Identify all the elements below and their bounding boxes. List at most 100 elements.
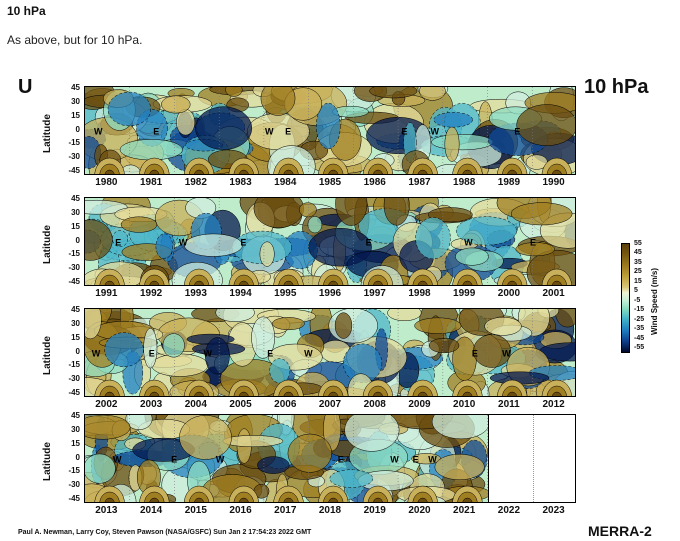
wind-contour: [85, 309, 102, 340]
colorbar-tick-label: -45: [634, 334, 645, 342]
polar-jet-contour: [283, 280, 294, 285]
wind-contour: [515, 242, 555, 257]
polar-jet-contour: [417, 169, 428, 174]
phase-marker: E: [530, 238, 536, 248]
wind-contour: [205, 337, 230, 375]
wind-contour: [455, 216, 517, 246]
wind-contour: [269, 358, 291, 384]
polar-jet-contour: [233, 274, 254, 285]
wind-contour: [257, 456, 290, 474]
year-label: 2001: [542, 288, 565, 299]
year-label: 2008: [363, 399, 386, 410]
latitude-axis-label: Latitude: [42, 441, 53, 481]
polar-jet-contour: [462, 497, 473, 502]
colorbar-tick-label: 25: [634, 268, 642, 276]
year-label: 1988: [453, 177, 476, 188]
polar-jet-contour: [417, 280, 428, 285]
polar-jet-contour: [149, 497, 160, 502]
polar-jet-contour: [238, 280, 249, 285]
page-heading: 10 hPa: [7, 4, 46, 18]
colorbar-tick-label: 15: [634, 277, 642, 285]
wind-contour: [369, 87, 418, 99]
year-label: 2005: [229, 399, 252, 410]
polar-jet-contour: [99, 385, 120, 396]
wind-contour: [161, 95, 191, 114]
polar-jet-contour: [238, 169, 249, 174]
wind-contour: [510, 202, 573, 226]
phase-marker: W: [216, 455, 225, 465]
latitude-tick-label: -15: [68, 360, 80, 370]
polar-jet-contour: [457, 163, 478, 174]
wind-contour: [444, 126, 460, 162]
wind-contour: [428, 337, 460, 354]
year-label: 1984: [274, 177, 297, 188]
polar-jet-contour: [323, 491, 344, 502]
phase-marker: W: [265, 127, 274, 137]
latitude-tick-label: -15: [68, 138, 80, 148]
latitude-tick-label: -30: [68, 374, 80, 384]
polar-jet-contour: [188, 385, 210, 396]
wind-contour: [195, 106, 253, 150]
phase-marker: W: [390, 455, 399, 465]
polar-jet-contour: [149, 280, 160, 285]
year-label: 1982: [184, 177, 207, 188]
colorbar-tick-label: -35: [634, 325, 645, 333]
polar-jet-contour: [194, 169, 205, 174]
latitude-tick-label: 30: [71, 207, 80, 217]
wind-contour: [335, 198, 368, 226]
year-label: 2002: [95, 399, 118, 410]
year-label: 2022: [497, 505, 521, 516]
phase-marker: E: [401, 127, 407, 137]
wind-contour: [184, 233, 243, 257]
year-label: 2012: [542, 399, 565, 410]
latitude-tick-label: 15: [71, 221, 80, 231]
polar-jet-contour: [149, 391, 160, 396]
latitude-tick-label: -30: [68, 480, 80, 490]
polar-jet-contour: [372, 391, 383, 396]
wind-contour: [344, 415, 400, 452]
phase-marker: E: [115, 238, 121, 248]
polar-jet-contour: [238, 497, 249, 502]
year-gridline: [533, 415, 534, 502]
wind-contour: [433, 112, 473, 128]
polar-jet-contour: [417, 497, 428, 502]
wind-contour: [473, 334, 511, 368]
polar-jet-contour: [412, 491, 433, 502]
phase-marker: E: [153, 127, 159, 137]
polar-jet-contour: [417, 391, 428, 396]
year-label: 1994: [229, 288, 252, 299]
year-label: 2017: [274, 505, 297, 516]
wind-contour: [215, 309, 255, 322]
year-label: 1980: [95, 177, 118, 188]
phase-marker: E: [413, 455, 419, 465]
polar-jet-contour: [367, 274, 389, 285]
wind-contour: [143, 328, 158, 369]
colorbar-tick-label: 55: [634, 240, 642, 247]
wind-contour: [120, 216, 158, 233]
polar-jet-contour: [551, 169, 562, 174]
polar-jet-contour: [149, 169, 160, 174]
latitude-tick-label: 45: [71, 305, 80, 314]
polar-jet-contour: [283, 391, 294, 396]
polar-jet-contour: [194, 391, 205, 396]
year-label: 1995: [274, 288, 297, 299]
year-label: 2018: [318, 505, 342, 516]
polar-jet-contour: [188, 163, 210, 174]
polar-jet-contour: [99, 163, 120, 174]
variable-label: U: [18, 76, 33, 98]
wind-contour: [287, 433, 332, 473]
latitude-tick-label: 30: [71, 96, 80, 106]
phase-marker: E: [366, 238, 372, 248]
phase-marker: W: [428, 455, 437, 465]
phase-marker: W: [113, 455, 122, 465]
phase-marker: W: [204, 349, 213, 359]
polar-jet-contour: [462, 280, 473, 285]
year-label: 1990: [542, 177, 565, 188]
latitude-axis-label: Latitude: [42, 224, 53, 264]
polar-jet-contour: [233, 163, 254, 174]
latitude-tick-label: -15: [68, 466, 80, 476]
wind-contour: [455, 247, 489, 266]
